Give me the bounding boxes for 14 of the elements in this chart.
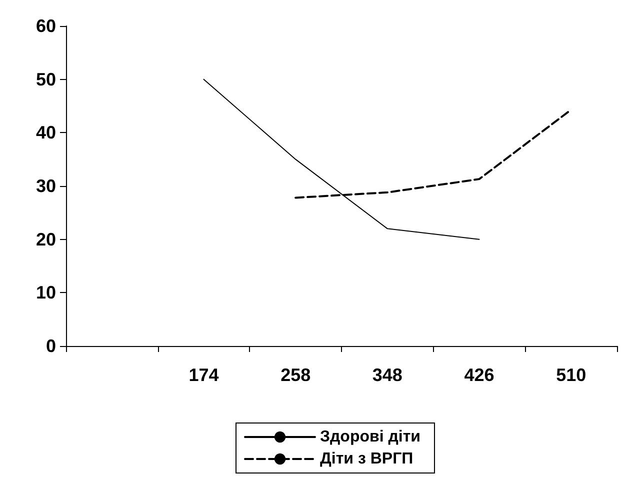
y-tick-label: 20 — [36, 229, 56, 250]
y-tick-label: 60 — [36, 16, 56, 36]
legend-label: Діти з ВРГП — [320, 450, 414, 468]
legend-label: Здорові діти — [320, 428, 420, 446]
y-tick-label: 50 — [36, 69, 56, 90]
x-tick-label: 348 — [372, 365, 402, 385]
y-tick-label: 0 — [46, 336, 56, 356]
x-tick-label: 258 — [280, 365, 311, 385]
x-tick-label: 174 — [188, 365, 219, 385]
x-tick-label: 510 — [556, 365, 586, 385]
x-tick-label: 426 — [464, 365, 494, 385]
y-tick-label: 30 — [36, 176, 56, 196]
y-tick-label: 10 — [36, 282, 56, 303]
y-tick-label: 40 — [36, 122, 56, 143]
